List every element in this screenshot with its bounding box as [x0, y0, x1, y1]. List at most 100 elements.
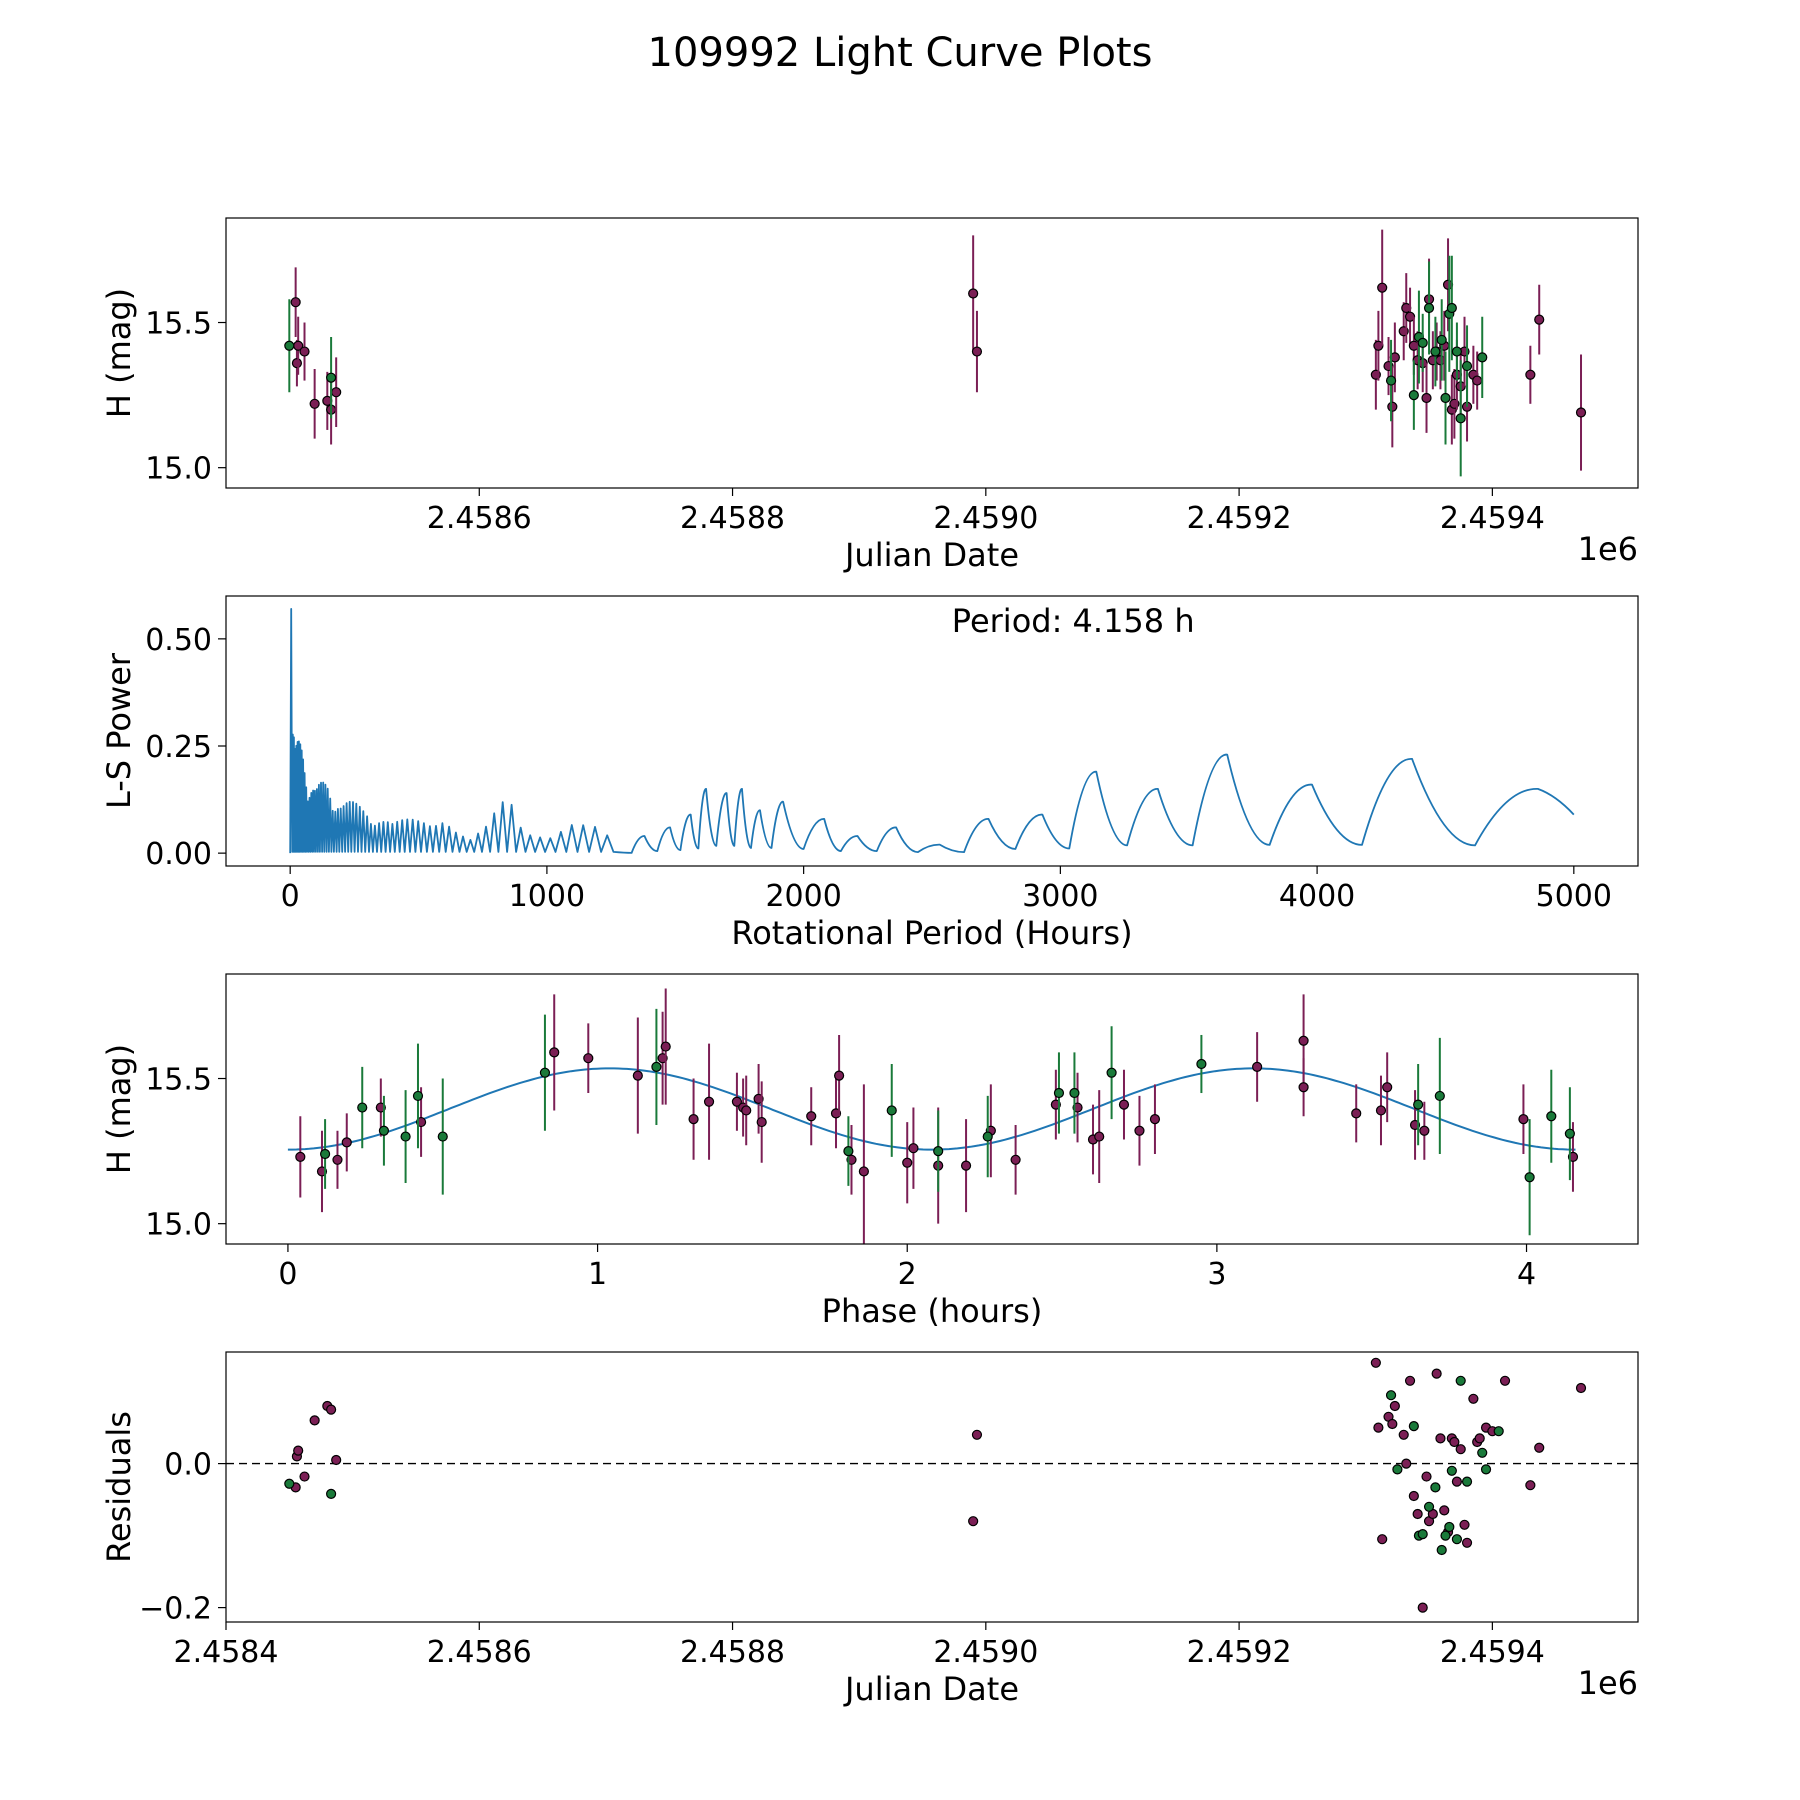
y-axis-label: H (mag): [100, 288, 138, 418]
data-point: [1408, 1421, 1419, 1432]
panel-lc: 2.4586 2.4588 2.4590 2.4592 2.4594 15.0 15.5 Ju…: [100, 217, 1639, 574]
data-point: [1461, 1537, 1473, 1548]
data-point: [843, 1145, 854, 1157]
series-band-2: [319, 1008, 1575, 1236]
x-tick-label: 3000: [1022, 879, 1098, 914]
x-tick-label: 2.4586: [427, 501, 532, 536]
data-point: [1449, 1436, 1460, 1448]
data-point: [1423, 302, 1435, 314]
data-point: [1444, 1521, 1455, 1533]
data-point: [1423, 1501, 1435, 1512]
data-point: [834, 1070, 845, 1081]
data-point: [1377, 1534, 1388, 1545]
data-point: [1474, 1433, 1485, 1444]
plot-area-lc: [284, 229, 1587, 477]
data-point: [331, 387, 342, 398]
x-tick-label: 4: [1517, 1257, 1536, 1292]
data-point: [1373, 1422, 1384, 1433]
x-tick-label: 2.4588: [680, 501, 785, 536]
x-tick-label: 0: [281, 879, 300, 914]
data-point: [933, 1145, 944, 1157]
data-point: [284, 340, 295, 351]
periodogram-line: [289, 608, 1575, 854]
data-point: [660, 1041, 671, 1052]
y-tick-label: 15.5: [145, 307, 212, 342]
data-point: [1398, 1429, 1409, 1440]
data-point: [1446, 1465, 1457, 1476]
data-point: [378, 1125, 390, 1136]
axes-frame-lc: [225, 217, 1639, 489]
data-point: [1430, 346, 1441, 357]
data-point: [886, 1105, 897, 1116]
data-point: [1546, 1111, 1557, 1122]
x-tick-label: 2.4584: [174, 1635, 279, 1670]
x-tick-label: 3: [1207, 1257, 1226, 1292]
data-point: [1401, 1458, 1412, 1469]
data-point: [1534, 1442, 1545, 1453]
data-point: [1455, 413, 1466, 424]
data-point: [1434, 1090, 1445, 1102]
series-band-1: [290, 1357, 1587, 1613]
data-point: [908, 1143, 919, 1154]
data-point: [1382, 1082, 1393, 1093]
data-point: [1385, 375, 1397, 386]
data-point: [1455, 1375, 1466, 1386]
data-point: [1377, 282, 1388, 293]
data-point: [1451, 1476, 1463, 1487]
y-tick-label: 0.00: [145, 837, 212, 872]
data-point: [902, 1157, 913, 1168]
data-point: [1196, 1058, 1207, 1070]
data-point: [1010, 1154, 1021, 1165]
data-point: [1392, 1464, 1403, 1475]
data-point: [741, 1105, 752, 1116]
y-tick-label: 0.0: [164, 1448, 212, 1483]
x-tick-label: 2.4594: [1440, 501, 1545, 536]
data-point: [960, 1160, 972, 1171]
y-tick-label: 15.0: [145, 1208, 212, 1243]
data-point: [968, 288, 979, 299]
data-point: [326, 1404, 337, 1415]
data-point: [1069, 1087, 1080, 1099]
x-offset-label: 1e6: [1578, 530, 1638, 568]
data-point: [1493, 1426, 1504, 1437]
x-axis-label: Julian Date: [843, 1670, 1019, 1708]
data-point: [1480, 1464, 1492, 1475]
figure-title: 109992 Light Curve Plots: [648, 30, 1153, 76]
data-point: [688, 1114, 699, 1125]
data-point: [1455, 1444, 1466, 1455]
data-point: [971, 346, 983, 357]
x-tick-label: 2000: [765, 879, 841, 914]
data-point: [1440, 1530, 1451, 1541]
y-tick-label: 15.5: [145, 1063, 212, 1098]
data-point: [651, 1061, 662, 1073]
data-point: [1118, 1099, 1130, 1110]
data-point: [331, 1454, 342, 1466]
x-tick-label: 2.4592: [1187, 1635, 1292, 1670]
data-point: [1534, 314, 1545, 325]
data-point: [1430, 1482, 1441, 1493]
data-point: [1575, 407, 1587, 418]
data-point: [400, 1131, 411, 1142]
data-point: [1387, 401, 1398, 412]
data-point: [1525, 369, 1536, 380]
series-band-2: [284, 1375, 1504, 1556]
panel-ls: 0 1000 2000 3000 4000 5000 0.00 0.25 0.50 Rotatio…: [100, 595, 1639, 952]
data-point: [1439, 1505, 1450, 1516]
plot-area-ls: [289, 608, 1575, 854]
data-point: [1575, 1382, 1587, 1394]
data-point: [971, 1429, 983, 1440]
data-point: [1408, 389, 1419, 401]
series-band-2: [284, 255, 1488, 477]
data-point: [309, 1415, 320, 1426]
data-point: [1451, 1534, 1463, 1545]
x-axis-label: Phase (hours): [822, 1292, 1043, 1330]
x-tick-label: 2.4590: [933, 501, 1038, 536]
axes-frame-resid: [225, 1351, 1639, 1623]
x-tick-label: 2.4594: [1440, 1635, 1545, 1670]
data-point: [1451, 346, 1463, 357]
data-point: [293, 1445, 304, 1456]
data-point: [1421, 392, 1432, 404]
data-point: [539, 1067, 551, 1078]
data-point: [1298, 1082, 1309, 1093]
